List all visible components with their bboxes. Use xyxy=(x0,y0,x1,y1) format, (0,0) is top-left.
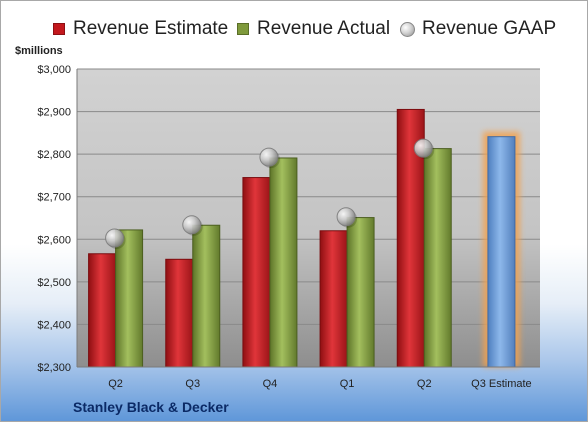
estimate-bar xyxy=(165,258,194,368)
legend-marker-gaap xyxy=(400,21,415,37)
legend-swatch-actual xyxy=(237,23,249,35)
actual-bar xyxy=(192,224,221,368)
legend-label-estimate: Revenue Estimate xyxy=(73,18,229,39)
y-tick-label: $2,900 xyxy=(37,107,71,119)
bars xyxy=(88,108,520,368)
y-axis-unit-label: $millions xyxy=(15,45,63,57)
y-tick-label: $2,400 xyxy=(37,319,71,331)
y-tick-label: $2,700 xyxy=(37,192,71,204)
y-tick-label: $2,600 xyxy=(37,234,71,246)
actual-bar xyxy=(346,217,375,368)
gaap-marker xyxy=(259,147,279,167)
gaap-marker xyxy=(336,207,356,227)
y-tick-label: $2,300 xyxy=(37,362,71,374)
actual-bar xyxy=(269,157,298,368)
legend-label-actual: Revenue Actual xyxy=(257,18,391,39)
estimate-bar xyxy=(487,136,516,368)
y-tick-label: $3,000 xyxy=(37,64,71,76)
legend-swatch-estimate xyxy=(53,23,65,35)
x-tick-label: Q3 xyxy=(185,378,200,390)
gaap-markers xyxy=(105,138,435,250)
gaap-marker xyxy=(413,138,433,158)
legend-label-gaap: Revenue GAAP xyxy=(422,18,557,39)
plot-area-background xyxy=(77,69,540,367)
actual-bar xyxy=(423,148,452,368)
x-tick-label: Q3 Estimate xyxy=(471,378,532,390)
y-tick-label: $2,800 xyxy=(37,149,71,161)
estimate-bar xyxy=(319,230,348,368)
legend-item-estimate: Revenue Estimate xyxy=(53,17,228,41)
actual-bar xyxy=(115,229,144,368)
x-tick-label: Q1 xyxy=(340,378,355,390)
x-tick-label: Q4 xyxy=(263,378,278,390)
gaap-marker xyxy=(182,215,202,235)
axes: $2,300 $2,400 $2,500 $2,600 $2,700 $2,800 $2,9… xyxy=(37,64,540,390)
legend-item-actual: Revenue Actual xyxy=(237,17,390,41)
x-tick-label: Q2 xyxy=(417,378,432,390)
company-name: Stanley Black & Decker xyxy=(73,399,229,415)
estimate-bar xyxy=(242,177,271,368)
gaap-marker xyxy=(105,228,125,248)
x-tick-label: Q2 xyxy=(108,378,123,390)
y-tick-label: $2,500 xyxy=(37,277,71,289)
legend-item-gaap: Revenue GAAP xyxy=(400,17,556,41)
estimate-bar xyxy=(88,253,117,368)
